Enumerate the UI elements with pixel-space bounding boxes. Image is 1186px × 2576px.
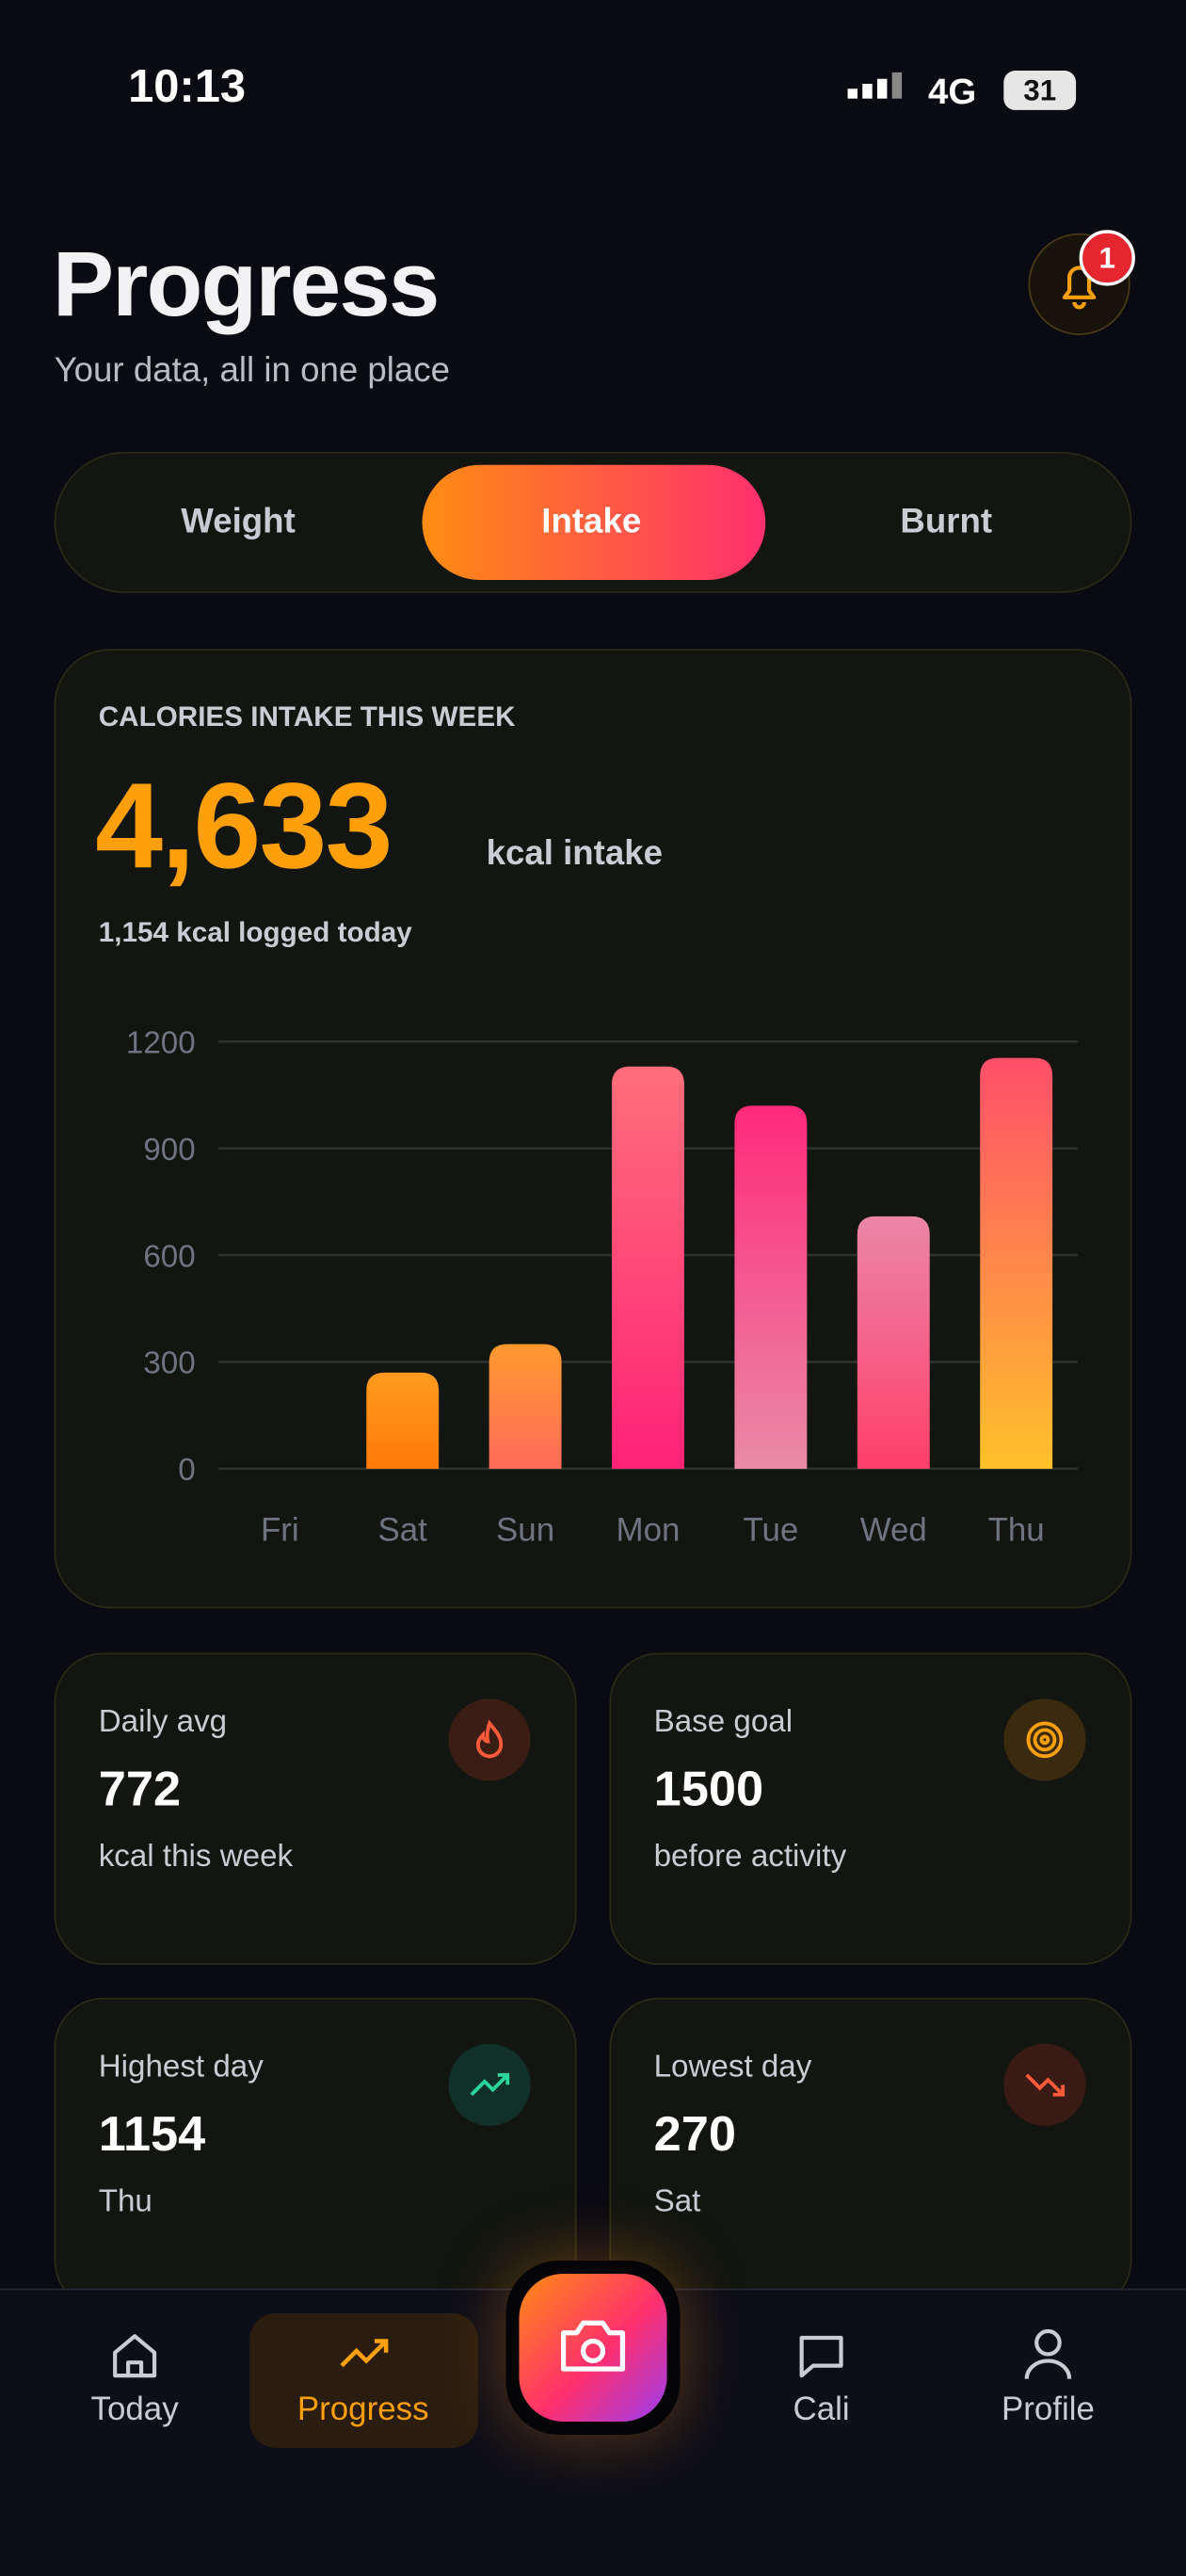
trend-down-icon [1003, 2043, 1086, 2126]
profile-icon[interactable] [1022, 2326, 1075, 2382]
tab[interactable]: Weight [181, 502, 296, 541]
x-tick-label: Wed [860, 1512, 927, 1549]
y-tick-label: 900 [143, 1133, 195, 1167]
progress-icon[interactable] [337, 2333, 393, 2379]
nav-label[interactable]: Profile [1001, 2391, 1095, 2428]
x-tick-label: Mon [617, 1512, 681, 1549]
signal-icon [847, 72, 903, 99]
stat-value: 1500 [653, 1763, 764, 1817]
y-tick-label: 1200 [126, 1025, 196, 1060]
x-tick-label: Sat [378, 1512, 428, 1549]
battery: 31 [1003, 71, 1077, 110]
stat-card [609, 1652, 1132, 1965]
bar [857, 1216, 930, 1469]
status-network: 4G [928, 71, 977, 112]
stat-label: Base goal [653, 1705, 793, 1740]
y-tick-label: 600 [143, 1239, 195, 1274]
y-tick-label: 300 [143, 1346, 195, 1381]
tab[interactable]: Intake [541, 502, 642, 541]
stat-sub: kcal this week [98, 1840, 294, 1875]
x-tick-label: Sun [496, 1512, 554, 1549]
page-subtitle: Your data, all in one place [54, 351, 451, 390]
chat-icon[interactable] [795, 2329, 848, 2382]
nav-label[interactable]: Progress [296, 2391, 429, 2428]
bar-chart: 0 300 600 900 1200 Fri Sat Sun Mon Tue Wed Thu [126, 1025, 1078, 1549]
total-value: 4,633 [95, 757, 393, 894]
stat-label: Lowest day [653, 2050, 812, 2085]
active-nav-bg [249, 2312, 478, 2448]
stat-label: Highest day [98, 2050, 264, 2085]
bar [734, 1105, 808, 1469]
chart-card [54, 649, 1132, 1609]
y-tick-label: 0 [178, 1453, 195, 1488]
notification-badge: 1 [1079, 230, 1135, 286]
bar [366, 1372, 440, 1469]
bar [980, 1057, 1053, 1469]
x-tick-label: Thu [988, 1512, 1045, 1549]
active-tab-pill [422, 464, 766, 580]
tab[interactable]: Burnt [900, 502, 993, 541]
stat-sub: Thu [98, 2184, 152, 2220]
total-unit: kcal intake [486, 834, 664, 873]
x-tick-label: Fri [261, 1512, 299, 1549]
stat-sub: Sat [653, 2184, 701, 2220]
status-time: 10:13 [128, 60, 247, 112]
x-tick-label: Tue [743, 1512, 798, 1549]
card-heading: CALORIES INTAKE THIS WEEK [98, 701, 516, 733]
trend-up-icon [448, 2043, 531, 2126]
flame-icon [448, 1699, 531, 1781]
page-title: Progress [52, 232, 441, 335]
nav-label[interactable]: Cali [793, 2391, 850, 2428]
stat-label: Daily avg [98, 1705, 228, 1740]
target-icon [1003, 1699, 1086, 1781]
stat-sub: before activity [653, 1840, 847, 1875]
bar [612, 1066, 684, 1469]
today-summary: 1,154 kcal logged today [98, 916, 412, 948]
stat-value: 772 [98, 1763, 182, 1817]
stat-value: 1154 [98, 2107, 206, 2163]
stat-value: 270 [653, 2107, 736, 2163]
home-icon[interactable] [108, 2329, 161, 2382]
bar [489, 1344, 562, 1469]
nav-label[interactable]: Today [90, 2391, 179, 2428]
camera-button[interactable] [519, 2273, 667, 2422]
